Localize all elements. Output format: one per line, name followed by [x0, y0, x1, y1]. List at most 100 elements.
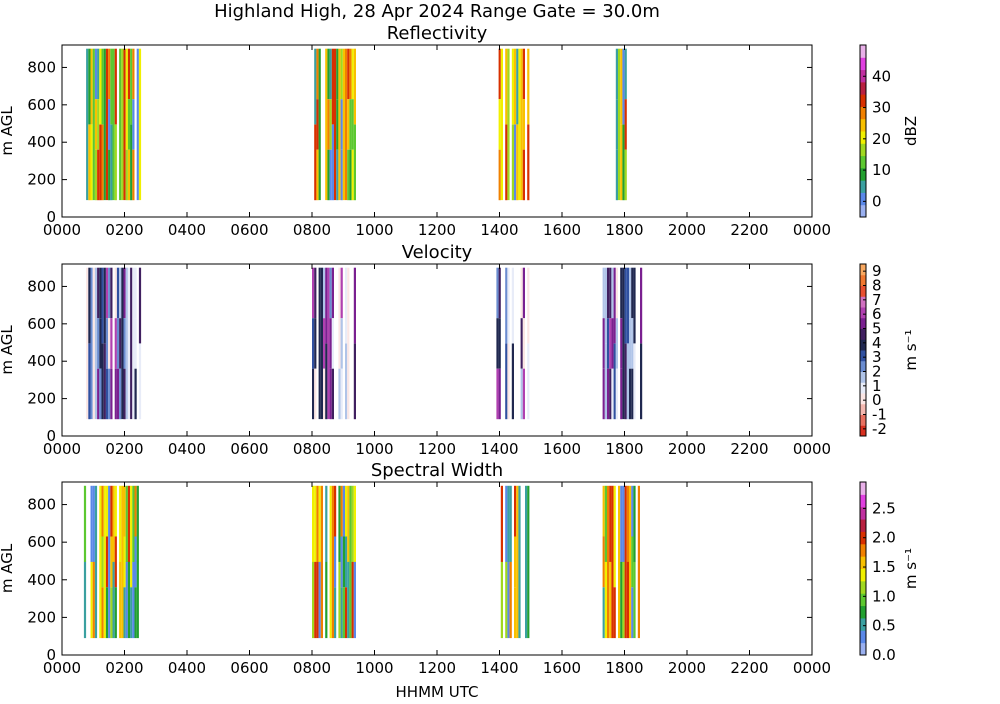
colorbar-swatch [860, 118, 866, 132]
echo-cell [349, 485, 352, 639]
x-tick-label: 1600 [543, 659, 581, 677]
echo-cell [520, 318, 523, 369]
echo-cell [498, 318, 501, 369]
echo-cell [121, 267, 124, 420]
x-tick-label: 0200 [105, 659, 143, 677]
echo-cell [134, 368, 137, 420]
echo-cell [110, 124, 113, 201]
colorbar-swatch [860, 328, 866, 340]
echo-band [602, 485, 640, 639]
y-tick-label: 400 [27, 352, 56, 370]
x-tick-label: 1800 [605, 440, 643, 458]
echo-cell [340, 536, 343, 588]
echo-cell [138, 267, 142, 344]
echo-cell [520, 48, 523, 201]
echo-cell [101, 587, 104, 639]
echo-cell [514, 485, 517, 537]
echo-cell [624, 99, 627, 150]
colorbar-tick-label: 0.0 [872, 646, 896, 664]
echo-cell [620, 48, 623, 125]
x-tick-label: 0400 [168, 659, 206, 677]
x-tick-label: 0600 [230, 221, 268, 239]
echo-cell [511, 124, 514, 201]
echo-cell [604, 485, 607, 562]
echo-cell [618, 48, 621, 201]
echo-cell [602, 368, 605, 420]
echo-cell [90, 561, 93, 639]
echo-cell [347, 561, 350, 639]
x-tick-label: 0000 [793, 659, 831, 677]
echo-cell [138, 343, 142, 420]
echo-cell [345, 536, 348, 588]
echo-cell [349, 99, 352, 150]
y-tick-label: 800 [27, 277, 56, 295]
y-tick-label: 0 [46, 646, 56, 664]
echo-band [312, 485, 356, 639]
colorbar-tick-label: 1.5 [872, 558, 896, 576]
echo-cell [498, 99, 501, 150]
colorbar-swatch [860, 605, 866, 619]
echo-cell [349, 149, 352, 201]
echo-cell [527, 561, 530, 639]
echo-cell [119, 318, 122, 369]
echo-cell [620, 368, 623, 420]
echo-cell [609, 368, 612, 420]
echo-cell [507, 343, 510, 420]
echo-cell [88, 343, 91, 420]
echo-cell [633, 343, 636, 420]
echo-cell [342, 536, 345, 588]
echo-cell [331, 48, 334, 125]
echo-cell [312, 267, 315, 319]
echo-cell [94, 149, 98, 201]
echo-band [83, 485, 139, 639]
echo-cell [500, 485, 503, 562]
x-tick-label: 0000 [43, 221, 81, 239]
echo-cell [105, 536, 109, 588]
echo-cell [505, 267, 508, 344]
echo-cell [496, 267, 499, 319]
echo-cell [329, 485, 332, 639]
colorbar-label: dBZ [902, 116, 920, 146]
colorbar-swatch [860, 167, 866, 181]
echo-cell [505, 124, 508, 201]
figure-title: Highland High, 28 Apr 2024 Range Gate = … [214, 1, 660, 22]
echo-cell [314, 267, 317, 319]
echo-cell [505, 343, 508, 420]
echo-cell [97, 267, 100, 319]
echo-cell [511, 343, 514, 420]
x-tick-label: 0200 [105, 221, 143, 239]
echo-cell [615, 48, 618, 100]
x-tick-label: 1000 [355, 440, 393, 458]
x-tick-label: 1200 [418, 440, 456, 458]
x-tick-label: 0000 [43, 440, 81, 458]
echo-cell [114, 587, 117, 639]
y-axis-label: m AGL [0, 543, 16, 593]
panel-1: 0000 0200 0400 0600 0800 1000 1200 1400 1600 1800… [0, 242, 920, 458]
echo-cell [338, 318, 341, 369]
echo-cell [108, 318, 111, 369]
colorbar: 0 10 20 30 40 dBZ [859, 44, 920, 218]
echo-cell [134, 587, 137, 639]
echo-cell [110, 48, 113, 125]
echo-cell [351, 48, 354, 100]
colorbar-swatch [860, 350, 866, 362]
echo-cell [132, 485, 135, 562]
echo-cell [353, 267, 356, 344]
echo-cell [99, 124, 102, 201]
echo-cell [631, 587, 634, 639]
echo-cell [342, 485, 345, 537]
echo-cell [320, 267, 323, 420]
echo-cell [351, 99, 354, 150]
colorbar-swatch [860, 360, 866, 372]
echo-cell [325, 343, 328, 420]
x-tick-label: 2200 [730, 440, 768, 458]
x-tick-label: 2000 [668, 440, 706, 458]
echo-cell [640, 267, 643, 344]
colorbar-tick-label: 4 [872, 334, 882, 352]
echo-cell [336, 99, 339, 150]
echo-cell [514, 536, 517, 588]
echo-cell [101, 485, 104, 537]
colorbar-swatch [860, 131, 866, 144]
echo-cell [114, 485, 117, 537]
echo-cell [88, 48, 91, 125]
